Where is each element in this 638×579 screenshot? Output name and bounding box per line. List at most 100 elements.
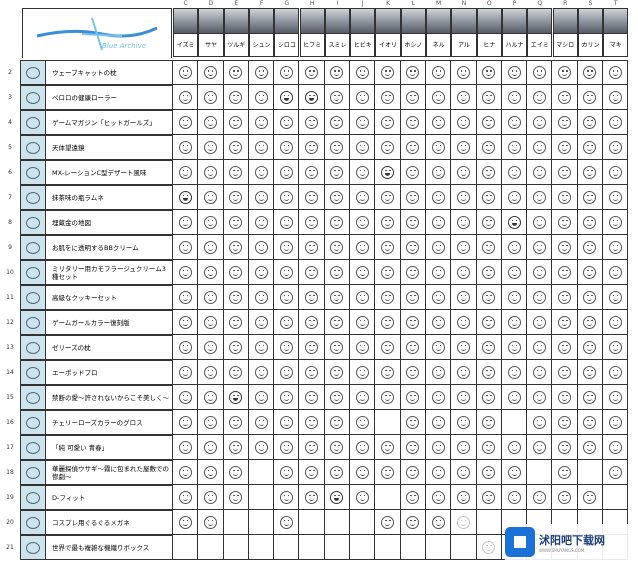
smile-icon	[558, 440, 572, 454]
preference-cell	[350, 110, 376, 135]
preference-cell	[476, 85, 502, 110]
smile-icon	[305, 215, 319, 229]
character-name: ツルギ	[223, 34, 249, 57]
smile-icon	[330, 440, 344, 454]
smile-icon	[355, 115, 369, 129]
preference-cell	[451, 285, 477, 310]
preference-cell	[324, 435, 351, 460]
smile-icon	[254, 265, 268, 279]
preference-cell	[198, 60, 224, 85]
smile-icon	[608, 140, 622, 154]
gift-item-icon	[20, 235, 45, 260]
smile-icon	[229, 66, 243, 79]
smile-icon	[558, 340, 572, 354]
preference-cell	[248, 385, 275, 410]
smile-icon	[558, 315, 572, 329]
preference-cell	[527, 210, 553, 235]
smile-icon	[355, 365, 369, 379]
preference-cell	[476, 135, 502, 160]
smile-icon	[330, 290, 344, 304]
smile-icon	[583, 265, 597, 279]
smile-icon	[381, 340, 395, 354]
column-header: D サヤ	[198, 0, 224, 57]
character-portrait	[198, 8, 224, 34]
preference-cell	[603, 110, 629, 135]
preference-cell	[350, 510, 376, 535]
preference-cell	[400, 60, 426, 85]
preference-cell	[577, 385, 604, 410]
preference-cell	[425, 460, 452, 485]
smile-icon	[254, 440, 268, 454]
preference-cell	[577, 335, 604, 360]
logo: Blue Archive	[22, 8, 172, 58]
preference-cell	[173, 135, 199, 160]
row-number: 21	[6, 544, 14, 551]
preference-cell	[350, 160, 376, 185]
preference-cell	[451, 235, 477, 260]
smile-icon	[608, 465, 622, 479]
preference-cell	[248, 60, 275, 85]
preference-cell	[223, 135, 249, 160]
character-portrait	[451, 8, 477, 34]
preference-cell	[223, 360, 249, 385]
gift-item-icon	[20, 160, 45, 185]
preference-cell	[425, 360, 452, 385]
preference-cell	[451, 435, 477, 460]
character-portrait	[173, 8, 199, 34]
preference-cell	[476, 110, 502, 135]
preference-cell	[248, 485, 275, 510]
smile-icon	[558, 115, 572, 129]
gift-name: 高級なクッキーセット	[45, 285, 173, 310]
smile-icon	[178, 415, 192, 429]
smile-icon	[608, 190, 622, 204]
smile-icon	[279, 215, 293, 229]
smile-icon	[229, 490, 243, 504]
preference-cell	[552, 135, 578, 160]
smile-icon	[203, 90, 217, 104]
preference-cell	[375, 260, 401, 285]
smile-icon	[431, 490, 445, 504]
preference-cell	[299, 385, 325, 410]
preference-cell	[476, 310, 502, 335]
column-letter: L	[411, 0, 415, 7]
smile-icon	[532, 340, 546, 354]
column-letter: N	[461, 0, 467, 7]
column-header: N アル	[451, 0, 477, 57]
preference-cell	[324, 235, 351, 260]
smile-icon	[558, 290, 572, 304]
column-header: E ツルギ	[223, 0, 249, 57]
preference-cell	[501, 310, 528, 335]
smile-icon	[178, 440, 192, 454]
preference-cell	[577, 285, 604, 310]
smile-icon	[558, 390, 572, 404]
smile-icon	[279, 465, 293, 479]
character-name: ホシノ	[400, 34, 426, 57]
smile-icon	[203, 240, 217, 254]
smile-icon	[583, 340, 597, 354]
column-header: Q エイミ	[527, 0, 553, 57]
preference-cell	[476, 535, 502, 560]
character-name: スミレ	[324, 34, 351, 57]
smile-icon	[203, 340, 217, 354]
preference-cell	[274, 285, 300, 310]
smile-icon	[305, 66, 319, 79]
preference-cell	[299, 235, 325, 260]
gift-name: ウェーブキャットの枕	[45, 60, 173, 85]
smile-icon	[456, 165, 470, 179]
smile-icon	[305, 315, 319, 329]
smile-icon	[431, 90, 445, 104]
preference-cell	[173, 60, 199, 85]
smile-icon	[583, 165, 597, 179]
character-portrait	[426, 8, 452, 34]
character-name: ヒフミ	[299, 34, 325, 57]
preference-cell	[552, 160, 578, 185]
gift-item-icon	[20, 385, 45, 410]
preference-cell	[173, 535, 199, 560]
preference-cell	[198, 235, 224, 260]
preference-cell	[451, 185, 477, 210]
smile-icon	[203, 515, 217, 529]
preference-cell	[577, 360, 604, 385]
preference-cell	[425, 335, 452, 360]
preference-cell	[425, 210, 452, 235]
smile-icon	[203, 365, 217, 379]
